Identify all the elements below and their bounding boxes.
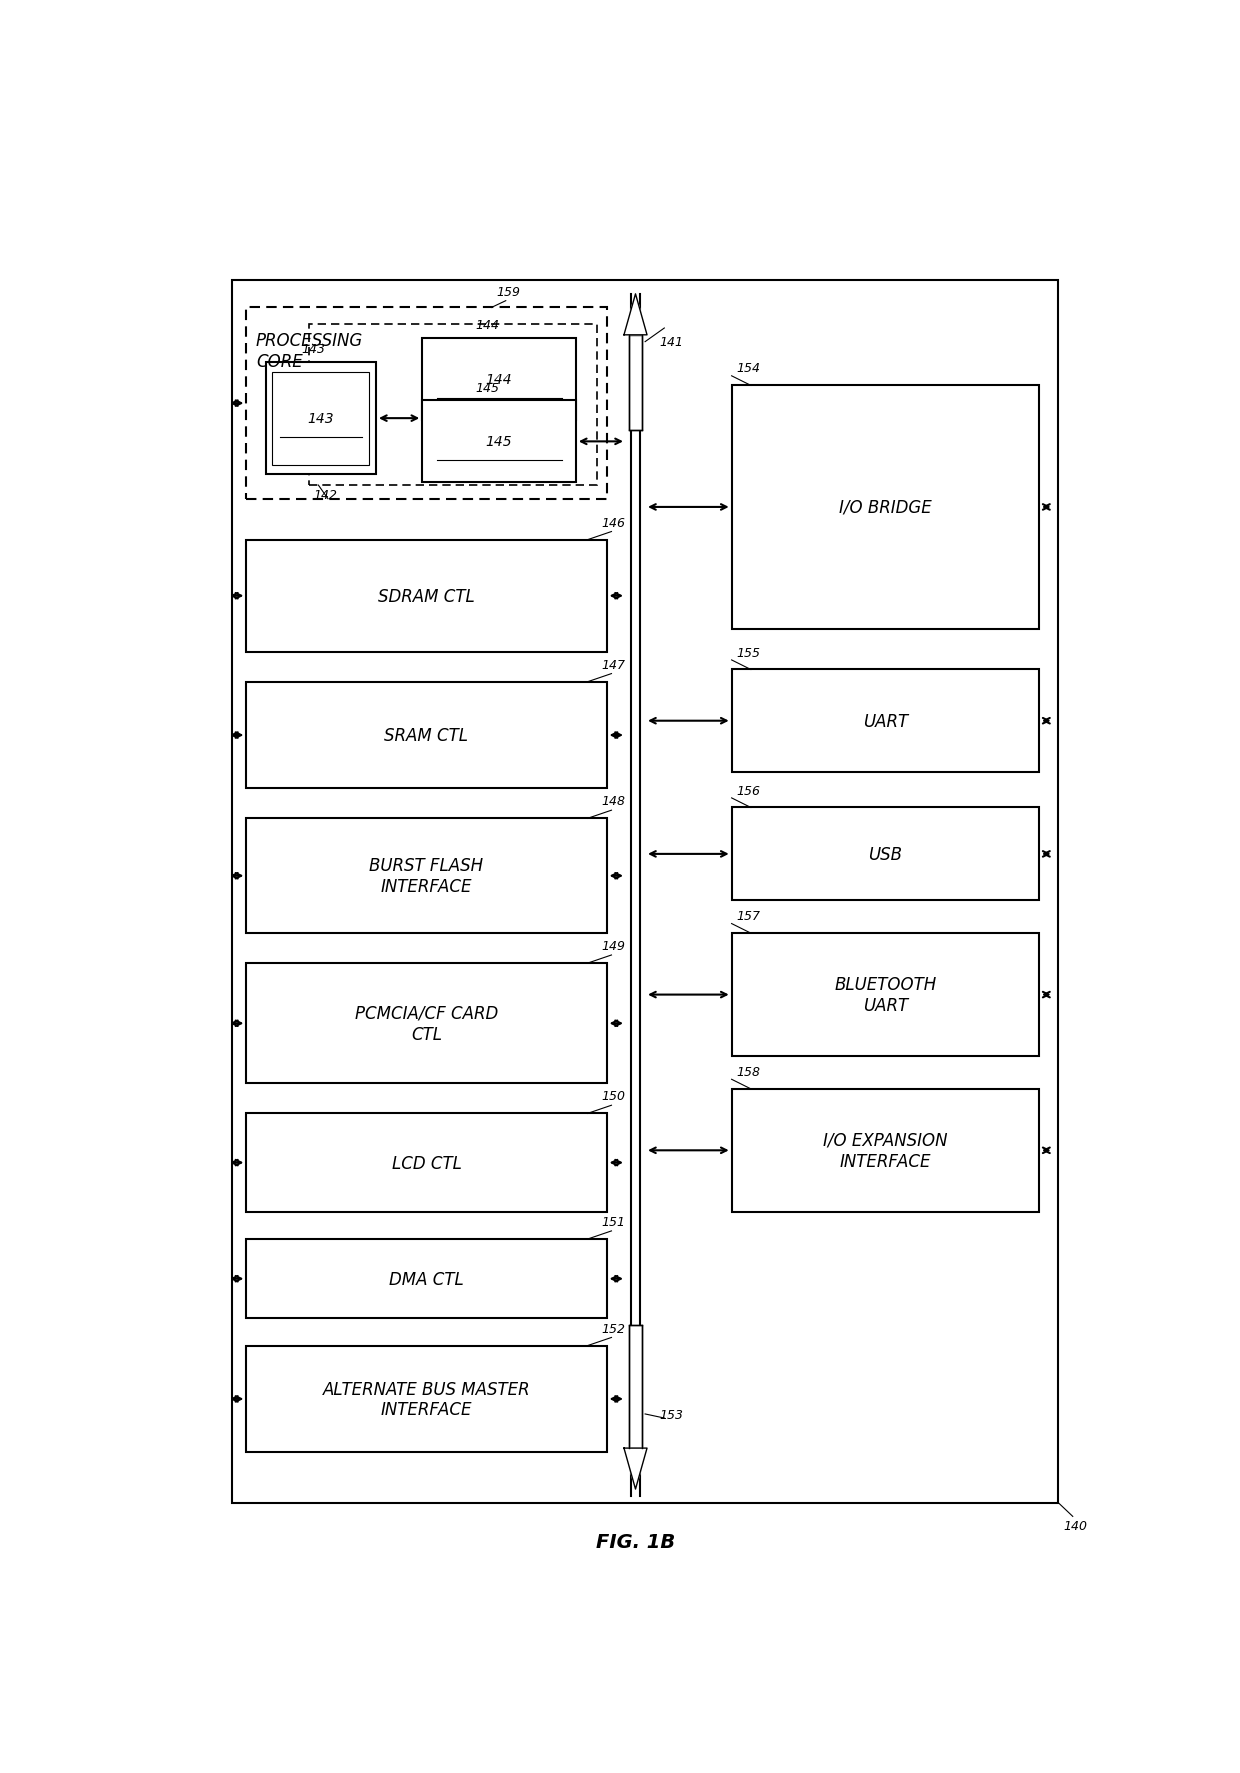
Text: DMA CTL: DMA CTL — [389, 1269, 464, 1287]
Text: 150: 150 — [601, 1090, 626, 1103]
Text: 148: 148 — [601, 794, 626, 808]
Text: 144: 144 — [475, 319, 498, 332]
Text: 144: 144 — [486, 372, 512, 387]
Bar — [629, 1326, 642, 1449]
Bar — [732, 387, 1039, 629]
Text: 156: 156 — [737, 784, 760, 798]
Bar — [247, 965, 606, 1083]
Text: 147: 147 — [601, 658, 626, 672]
Bar — [265, 363, 376, 475]
Bar — [232, 280, 1059, 1504]
Text: I/O BRIDGE: I/O BRIDGE — [839, 498, 931, 516]
Polygon shape — [624, 1449, 647, 1489]
Bar — [732, 670, 1039, 773]
Text: PROCESSING
CORE: PROCESSING CORE — [255, 332, 363, 371]
Text: 140: 140 — [1063, 1519, 1087, 1532]
Bar — [422, 401, 575, 482]
Text: 153: 153 — [660, 1408, 683, 1420]
Text: BURST FLASH
INTERFACE: BURST FLASH INTERFACE — [370, 856, 484, 895]
Text: I/O EXPANSION
INTERFACE: I/O EXPANSION INTERFACE — [823, 1131, 947, 1170]
Text: USB: USB — [868, 846, 903, 863]
Bar — [247, 819, 606, 934]
Bar — [247, 309, 606, 500]
Text: 145: 145 — [475, 381, 498, 394]
Text: 155: 155 — [737, 645, 760, 660]
Text: BLUETOOTH
UART: BLUETOOTH UART — [835, 975, 936, 1014]
Text: 159: 159 — [496, 285, 520, 300]
Polygon shape — [624, 294, 647, 335]
Bar — [247, 683, 606, 789]
Text: ALTERNATE BUS MASTER
INTERFACE: ALTERNATE BUS MASTER INTERFACE — [322, 1379, 531, 1418]
Text: 154: 154 — [737, 362, 760, 376]
Text: 152: 152 — [601, 1323, 626, 1335]
Bar — [629, 335, 642, 431]
Bar — [422, 339, 575, 420]
Bar — [247, 1239, 606, 1319]
Text: FIG. 1B: FIG. 1B — [596, 1532, 675, 1551]
Text: SDRAM CTL: SDRAM CTL — [378, 587, 475, 605]
Text: 149: 149 — [601, 940, 626, 952]
Text: SRAM CTL: SRAM CTL — [384, 727, 469, 745]
Text: 146: 146 — [601, 516, 626, 530]
Text: UART: UART — [863, 713, 908, 730]
Bar — [732, 934, 1039, 1057]
Bar — [732, 1089, 1039, 1213]
Bar — [732, 808, 1039, 901]
Text: LCD CTL: LCD CTL — [392, 1154, 461, 1172]
Text: 143: 143 — [301, 344, 326, 356]
Text: 143: 143 — [308, 411, 334, 426]
Bar — [309, 324, 596, 486]
Bar — [273, 372, 370, 465]
Text: 141: 141 — [660, 337, 683, 349]
Bar — [247, 1113, 606, 1213]
Text: 145: 145 — [486, 434, 512, 449]
Text: 142: 142 — [314, 489, 337, 502]
Text: 157: 157 — [737, 910, 760, 922]
Text: PCMCIA/CF CARD
CTL: PCMCIA/CF CARD CTL — [355, 1004, 498, 1043]
Bar — [247, 541, 606, 652]
Text: 158: 158 — [737, 1066, 760, 1078]
Text: 151: 151 — [601, 1216, 626, 1229]
Bar — [247, 1346, 606, 1452]
